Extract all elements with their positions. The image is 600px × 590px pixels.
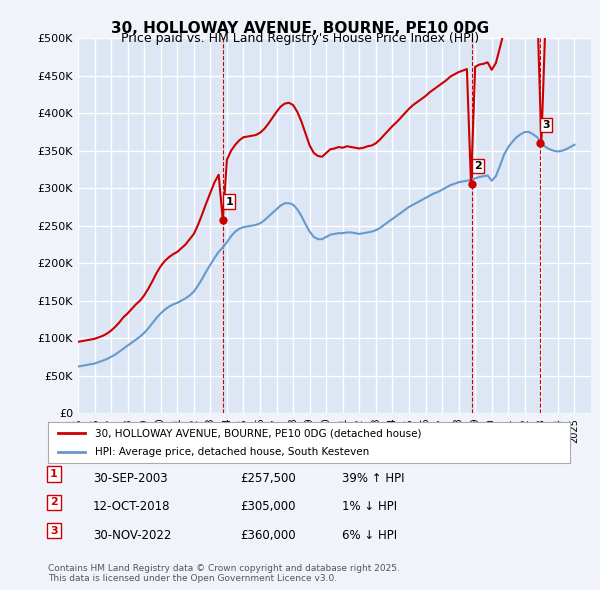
- Text: Price paid vs. HM Land Registry's House Price Index (HPI): Price paid vs. HM Land Registry's House …: [121, 32, 479, 45]
- Text: 1: 1: [225, 196, 233, 206]
- Text: £257,500: £257,500: [240, 472, 296, 485]
- Text: 2: 2: [50, 497, 58, 507]
- Text: 3: 3: [50, 526, 58, 536]
- Text: Contains HM Land Registry data © Crown copyright and database right 2025.
This d: Contains HM Land Registry data © Crown c…: [48, 563, 400, 583]
- Text: 3: 3: [542, 120, 550, 130]
- Text: 6% ↓ HPI: 6% ↓ HPI: [342, 529, 397, 542]
- Text: 30, HOLLOWAY AVENUE, BOURNE, PE10 0DG (detached house): 30, HOLLOWAY AVENUE, BOURNE, PE10 0DG (d…: [95, 428, 421, 438]
- Text: 39% ↑ HPI: 39% ↑ HPI: [342, 472, 404, 485]
- Text: 12-OCT-2018: 12-OCT-2018: [93, 500, 170, 513]
- Text: 2: 2: [474, 161, 482, 171]
- Text: 1% ↓ HPI: 1% ↓ HPI: [342, 500, 397, 513]
- Text: £360,000: £360,000: [240, 529, 296, 542]
- Text: £305,000: £305,000: [240, 500, 296, 513]
- Text: 30-SEP-2003: 30-SEP-2003: [93, 472, 167, 485]
- Text: 1: 1: [50, 469, 58, 479]
- Text: HPI: Average price, detached house, South Kesteven: HPI: Average price, detached house, Sout…: [95, 447, 369, 457]
- Text: 30, HOLLOWAY AVENUE, BOURNE, PE10 0DG: 30, HOLLOWAY AVENUE, BOURNE, PE10 0DG: [111, 21, 489, 35]
- Text: 30-NOV-2022: 30-NOV-2022: [93, 529, 172, 542]
